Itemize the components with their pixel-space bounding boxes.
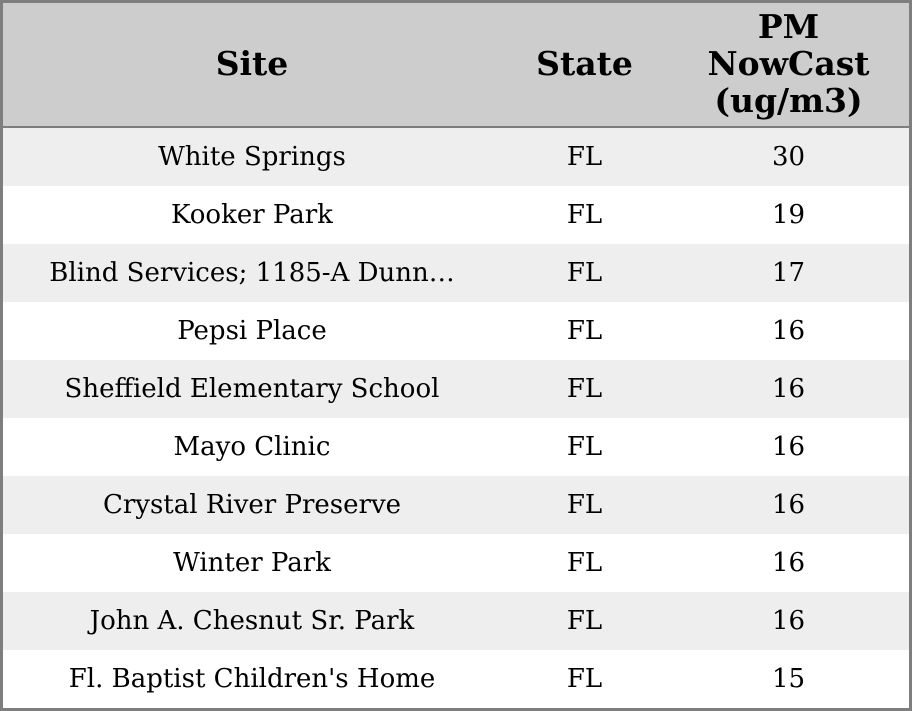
cell-site: Kooker Park [3,186,501,244]
table-row: Mayo Clinic FL 16 [3,418,909,476]
cell-site: Mayo Clinic [3,418,501,476]
cell-pm-nowcast: 16 [668,418,909,476]
cell-site: Pepsi Place [3,302,501,360]
table-row: Kooker Park FL 19 [3,186,909,244]
cell-state: FL [501,360,668,418]
cell-state: FL [501,127,668,186]
table-row: Blind Services; 1185-A Dunn… FL 17 [3,244,909,302]
table-row: John A. Chesnut Sr. Park FL 16 [3,592,909,650]
cell-pm-nowcast: 16 [668,302,909,360]
column-header-site: Site [3,3,501,128]
cell-site: Sheffield Elementary School [3,360,501,418]
column-header-state: State [501,3,668,128]
cell-site: White Springs [3,127,501,186]
table-row: Pepsi Place FL 16 [3,302,909,360]
cell-pm-nowcast: 17 [668,244,909,302]
cell-pm-nowcast: 16 [668,360,909,418]
cell-site: John A. Chesnut Sr. Park [3,592,501,650]
cell-state: FL [501,186,668,244]
pm-header-line-1: PM [757,7,820,47]
cell-pm-nowcast: 30 [668,127,909,186]
cell-pm-nowcast: 16 [668,534,909,592]
cell-site: Fl. Baptist Children's Home [3,650,501,708]
cell-site: Crystal River Preserve [3,476,501,534]
cell-pm-nowcast: 16 [668,476,909,534]
cell-state: FL [501,534,668,592]
cell-state: FL [501,476,668,534]
cell-state: FL [501,302,668,360]
cell-pm-nowcast: 19 [668,186,909,244]
cell-site: Winter Park [3,534,501,592]
table-header: Site State PM NowCast (ug/m3) [3,3,909,128]
cell-pm-nowcast: 16 [668,592,909,650]
cell-pm-nowcast: 15 [668,650,909,708]
cell-state: FL [501,650,668,708]
table-row: Winter Park FL 16 [3,534,909,592]
pm-header-line-2: NowCast [707,44,870,84]
header-row: Site State PM NowCast (ug/m3) [3,3,909,128]
cell-site: Blind Services; 1185-A Dunn… [3,244,501,302]
cell-state: FL [501,244,668,302]
cell-state: FL [501,592,668,650]
pm-header-line-3: (ug/m3) [714,80,863,120]
cell-state: FL [501,418,668,476]
table-row: Crystal River Preserve FL 16 [3,476,909,534]
table-row: Sheffield Elementary School FL 16 [3,360,909,418]
table-row: Fl. Baptist Children's Home FL 15 [3,650,909,708]
sites-table: Site State PM NowCast (ug/m3) White Spri… [3,3,909,708]
table-body: White Springs FL 30 Kooker Park FL 19 Bl… [3,127,909,708]
column-header-pm-nowcast: PM NowCast (ug/m3) [668,3,909,128]
table-row: White Springs FL 30 [3,127,909,186]
